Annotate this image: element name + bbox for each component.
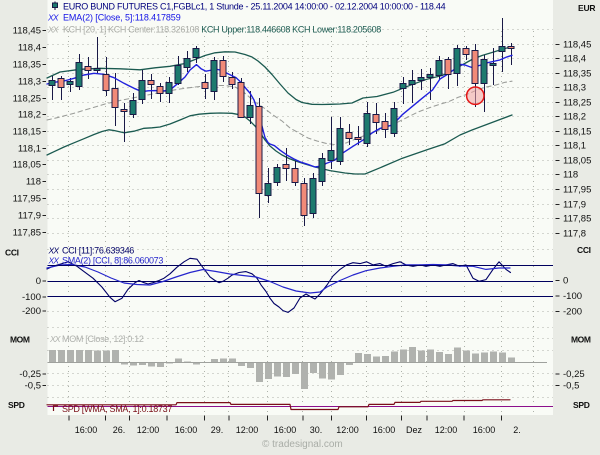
svg-text:117,85: 117,85 [563,214,591,225]
svg-text:CCI: CCI [577,245,591,255]
svg-text:118,05: 118,05 [563,156,591,167]
svg-text:XX: XX [47,13,59,23]
svg-text:XX: XX [47,25,59,35]
svg-text:12:00: 12:00 [236,425,259,435]
svg-text:EMA(2) [Close, 5]:118.417859: EMA(2) [Close, 5]:118.417859 [63,13,181,23]
svg-text:118,45: 118,45 [13,26,41,37]
svg-text:117,9: 117,9 [563,200,586,211]
svg-text:-0,5: -0,5 [563,380,579,391]
svg-text:0: 0 [563,276,568,287]
svg-text:118,3: 118,3 [18,77,41,88]
svg-text:MOM: MOM [10,335,30,345]
svg-text:16:00: 16:00 [274,425,297,435]
svg-text:MOM: MOM [571,335,591,345]
svg-text:16:00: 16:00 [373,425,396,435]
svg-text:117,95: 117,95 [563,185,591,196]
svg-text:2.: 2. [513,425,521,435]
svg-text:117,95: 117,95 [13,194,41,205]
svg-text:MOM [Close, 12]:0.12: MOM [Close, 12]:0.12 [62,334,144,344]
svg-text:118,15: 118,15 [13,127,41,138]
svg-text:118,25: 118,25 [13,94,41,105]
svg-text:118,25: 118,25 [563,98,591,109]
svg-text:CCI [11]:76.639346: CCI [11]:76.639346 [62,246,134,256]
svg-text:XX: XX [49,334,61,344]
svg-text:30.: 30. [310,425,323,435]
svg-text:XX: XX [48,256,60,266]
svg-text:Dez: Dez [406,425,423,435]
svg-text:118,1: 118,1 [563,141,586,152]
svg-text:118: 118 [26,177,41,188]
svg-text:12:00: 12:00 [336,425,359,435]
svg-text:-200: -200 [22,306,41,317]
svg-text:29.: 29. [211,425,224,435]
svg-text:118: 118 [563,170,578,181]
svg-text:12:00: 12:00 [435,425,458,435]
svg-text:118,3: 118,3 [563,83,586,94]
svg-text:SPD: SPD [8,400,25,410]
svg-text:117,85: 117,85 [13,228,41,239]
svg-text:117,8: 117,8 [563,229,586,240]
svg-text:118,05: 118,05 [13,160,41,171]
svg-text:118,2: 118,2 [563,112,586,123]
svg-text:118,15: 118,15 [563,127,591,138]
svg-text:118,2: 118,2 [18,110,41,121]
svg-text:-0,5: -0,5 [25,380,41,391]
svg-text:XX: XX [48,246,60,256]
svg-text:EUR: EUR [578,3,595,13]
svg-text:26.: 26. [113,425,126,435]
svg-text:117,9: 117,9 [18,211,41,222]
svg-text:0: 0 [36,276,41,287]
svg-text:118,35: 118,35 [563,69,591,80]
svg-text:SPD [WMA, SMA, 1]:0.18737: SPD [WMA, SMA, 1]:0.18737 [62,404,172,414]
svg-text:SMA(2) [CCI, 8]:86.060073: SMA(2) [CCI, 8]:86.060073 [62,256,163,266]
svg-text:CCI: CCI [5,248,19,258]
svg-text:118,4: 118,4 [18,43,41,54]
svg-text:-100: -100 [22,292,41,303]
svg-text:16:00: 16:00 [473,425,496,435]
svg-text:EURO BUND FUTURES C1,FGBLc1, 1: EURO BUND FUTURES C1,FGBLc1, 1 Stunde - … [63,2,446,12]
svg-text:-0,25: -0,25 [19,369,41,380]
svg-text:12:00: 12:00 [137,425,160,435]
svg-text:118,45: 118,45 [563,40,591,51]
svg-text:© tradesignal.com: © tradesignal.com [262,439,343,450]
svg-text:118,1: 118,1 [18,144,41,155]
svg-text:SPD: SPD [573,400,590,410]
svg-text:-100: -100 [563,291,582,302]
svg-text:16:00: 16:00 [75,425,98,435]
svg-text:-200: -200 [563,307,582,318]
svg-text:-0,25: -0,25 [563,369,585,380]
svg-text:16:00: 16:00 [175,425,198,435]
svg-text:118,35: 118,35 [13,60,41,71]
svg-text:118,4: 118,4 [563,54,586,65]
svg-text:KCH [20, 1] KCH Center:118.326: KCH [20, 1] KCH Center:118.326108 KCH Up… [63,25,381,35]
